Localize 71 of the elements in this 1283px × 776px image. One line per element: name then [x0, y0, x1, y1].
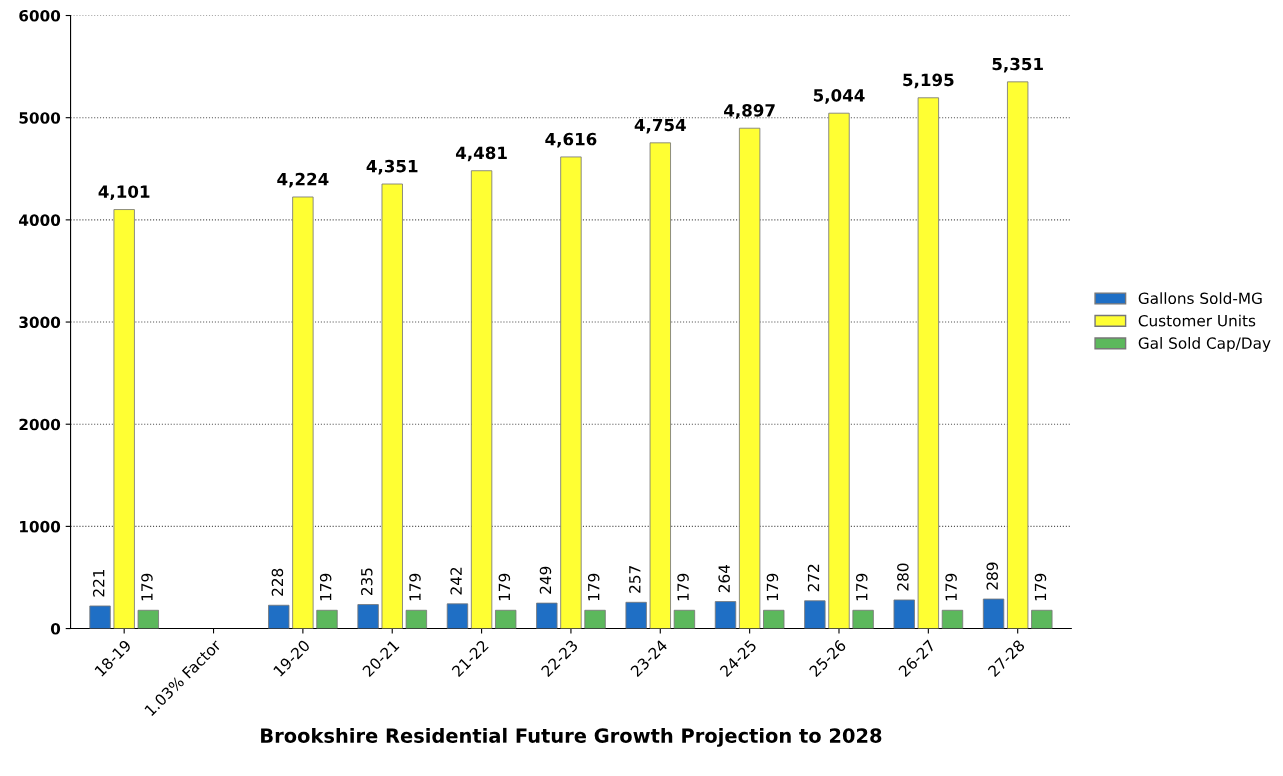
data-label: 272: [807, 564, 820, 592]
bar: [584, 609, 606, 629]
bar: [649, 142, 671, 629]
y-tick-label: 6000: [19, 9, 61, 22]
bar: [292, 196, 314, 629]
data-label: 179: [1034, 573, 1047, 601]
bar: [536, 602, 558, 629]
data-label: 4,481: [455, 146, 507, 162]
bar: [917, 97, 940, 629]
data-label: 249: [539, 566, 552, 594]
bar: [89, 605, 111, 629]
data-label: 264: [718, 564, 730, 593]
bar: [1007, 81, 1029, 629]
y-tick-label: 1000: [20, 520, 61, 533]
data-label: 179: [587, 573, 600, 601]
data-label: 242: [450, 567, 462, 595]
bar: [714, 601, 737, 629]
bar: [495, 609, 517, 629]
y-tick-label: 4000: [19, 214, 61, 226]
bar: [357, 604, 379, 629]
bar: [673, 609, 696, 629]
bar: [113, 209, 135, 629]
bar: [316, 609, 338, 629]
data-label: 179: [319, 573, 332, 601]
bar: [738, 127, 761, 629]
x-axis-title: Brookshire Residential Future Growth Projection to 2028: [261, 727, 882, 747]
bar: [852, 609, 874, 629]
data-label: 4,351: [366, 159, 418, 175]
bar: [763, 609, 785, 629]
data-label: 179: [141, 573, 153, 601]
y-tick-label: 0: [50, 623, 61, 635]
bar: [446, 603, 469, 629]
data-label: 179: [498, 573, 511, 601]
data-label: 257: [629, 566, 641, 593]
y-tick-label: 2000: [19, 418, 61, 431]
bar: [268, 604, 290, 629]
legend-label: Customer Units: [1138, 314, 1256, 327]
data-label: 289: [986, 562, 998, 590]
bar: [1031, 609, 1053, 629]
data-label: 4,616: [545, 132, 597, 148]
data-label: 179: [677, 573, 689, 601]
bar: [893, 599, 915, 629]
data-label: 235: [360, 568, 373, 596]
data-label: 5,195: [903, 73, 954, 89]
data-label: 179: [409, 573, 421, 601]
legend-label: Gallons Sold-MG: [1138, 292, 1262, 305]
data-label: 179: [766, 573, 779, 601]
data-label: 4,101: [98, 185, 150, 201]
data-label: 221: [92, 569, 105, 597]
legend-label: Gal Sold Cap/Day: [1138, 337, 1271, 352]
bar: [982, 598, 1005, 629]
bar: [941, 609, 964, 629]
y-tick-label: 5000: [19, 112, 61, 124]
bar: [625, 601, 647, 629]
bar: [405, 609, 428, 629]
bar: [137, 609, 159, 629]
data-label: 5,351: [992, 57, 1043, 73]
bar: [381, 183, 403, 629]
bar: [828, 112, 850, 629]
data-label: 4,224: [277, 172, 329, 188]
bar: [804, 600, 826, 629]
data-label: 4,897: [724, 104, 775, 119]
data-label: 4,754: [634, 118, 686, 134]
data-label: 228: [271, 568, 284, 596]
bar: [560, 156, 582, 629]
data-label: 179: [855, 573, 868, 601]
data-label: 5,044: [813, 89, 865, 104]
data-label: 280: [897, 563, 909, 591]
y-tick-label: 3000: [19, 316, 61, 329]
data-label: 179: [945, 573, 957, 601]
bar: [470, 170, 493, 629]
